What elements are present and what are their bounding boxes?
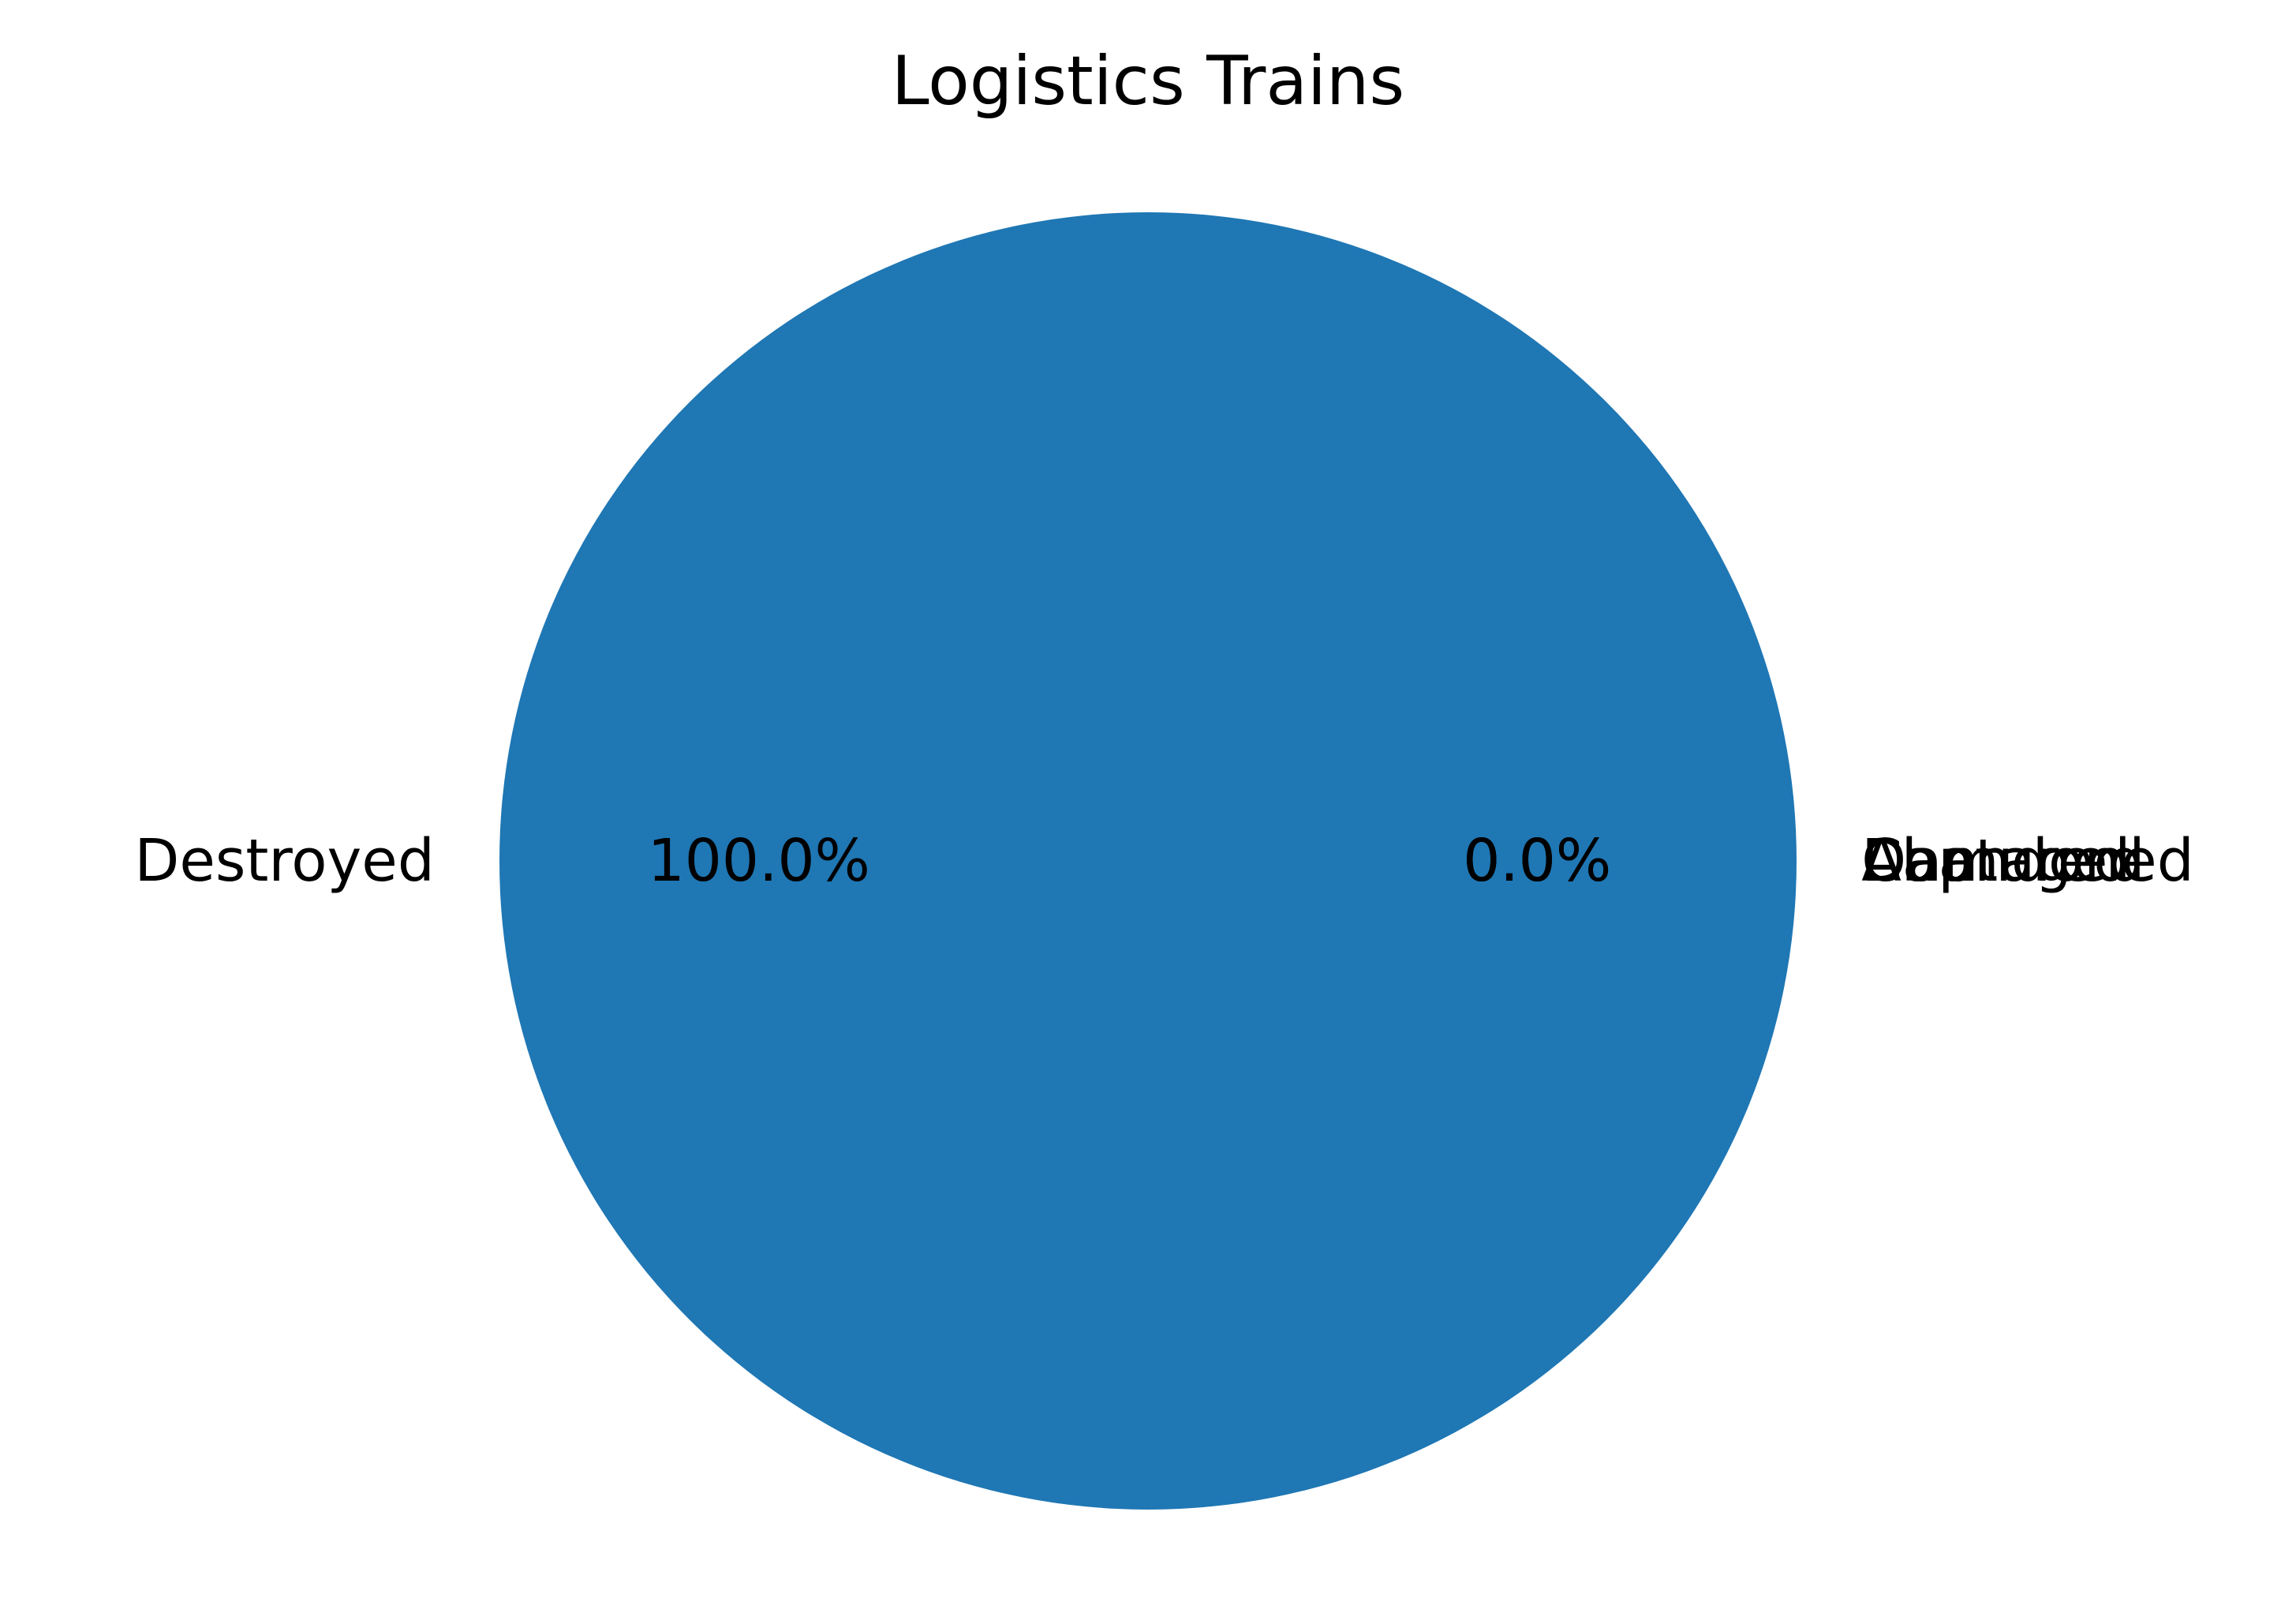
slice-percent-damaged: 0.0% <box>1463 827 1611 895</box>
slice-percent-abandoned: 0.0% <box>1463 827 1611 895</box>
slice-label-abandoned: Abandoned <box>1861 827 2194 895</box>
slice-percent-captured: 0.0% <box>1463 827 1611 895</box>
slice-label-destroyed: Destroyed <box>134 827 434 895</box>
pie-slices <box>499 212 1797 1510</box>
slice-label-captured: Captured <box>1861 827 2130 895</box>
slice-label-damaged: Damaged <box>1861 827 2145 895</box>
slice-percent-destroyed: 100.0% <box>648 827 870 895</box>
chart-title: Logistics Trains <box>892 42 1405 121</box>
pie-slice-destroyed <box>499 212 1797 1510</box>
